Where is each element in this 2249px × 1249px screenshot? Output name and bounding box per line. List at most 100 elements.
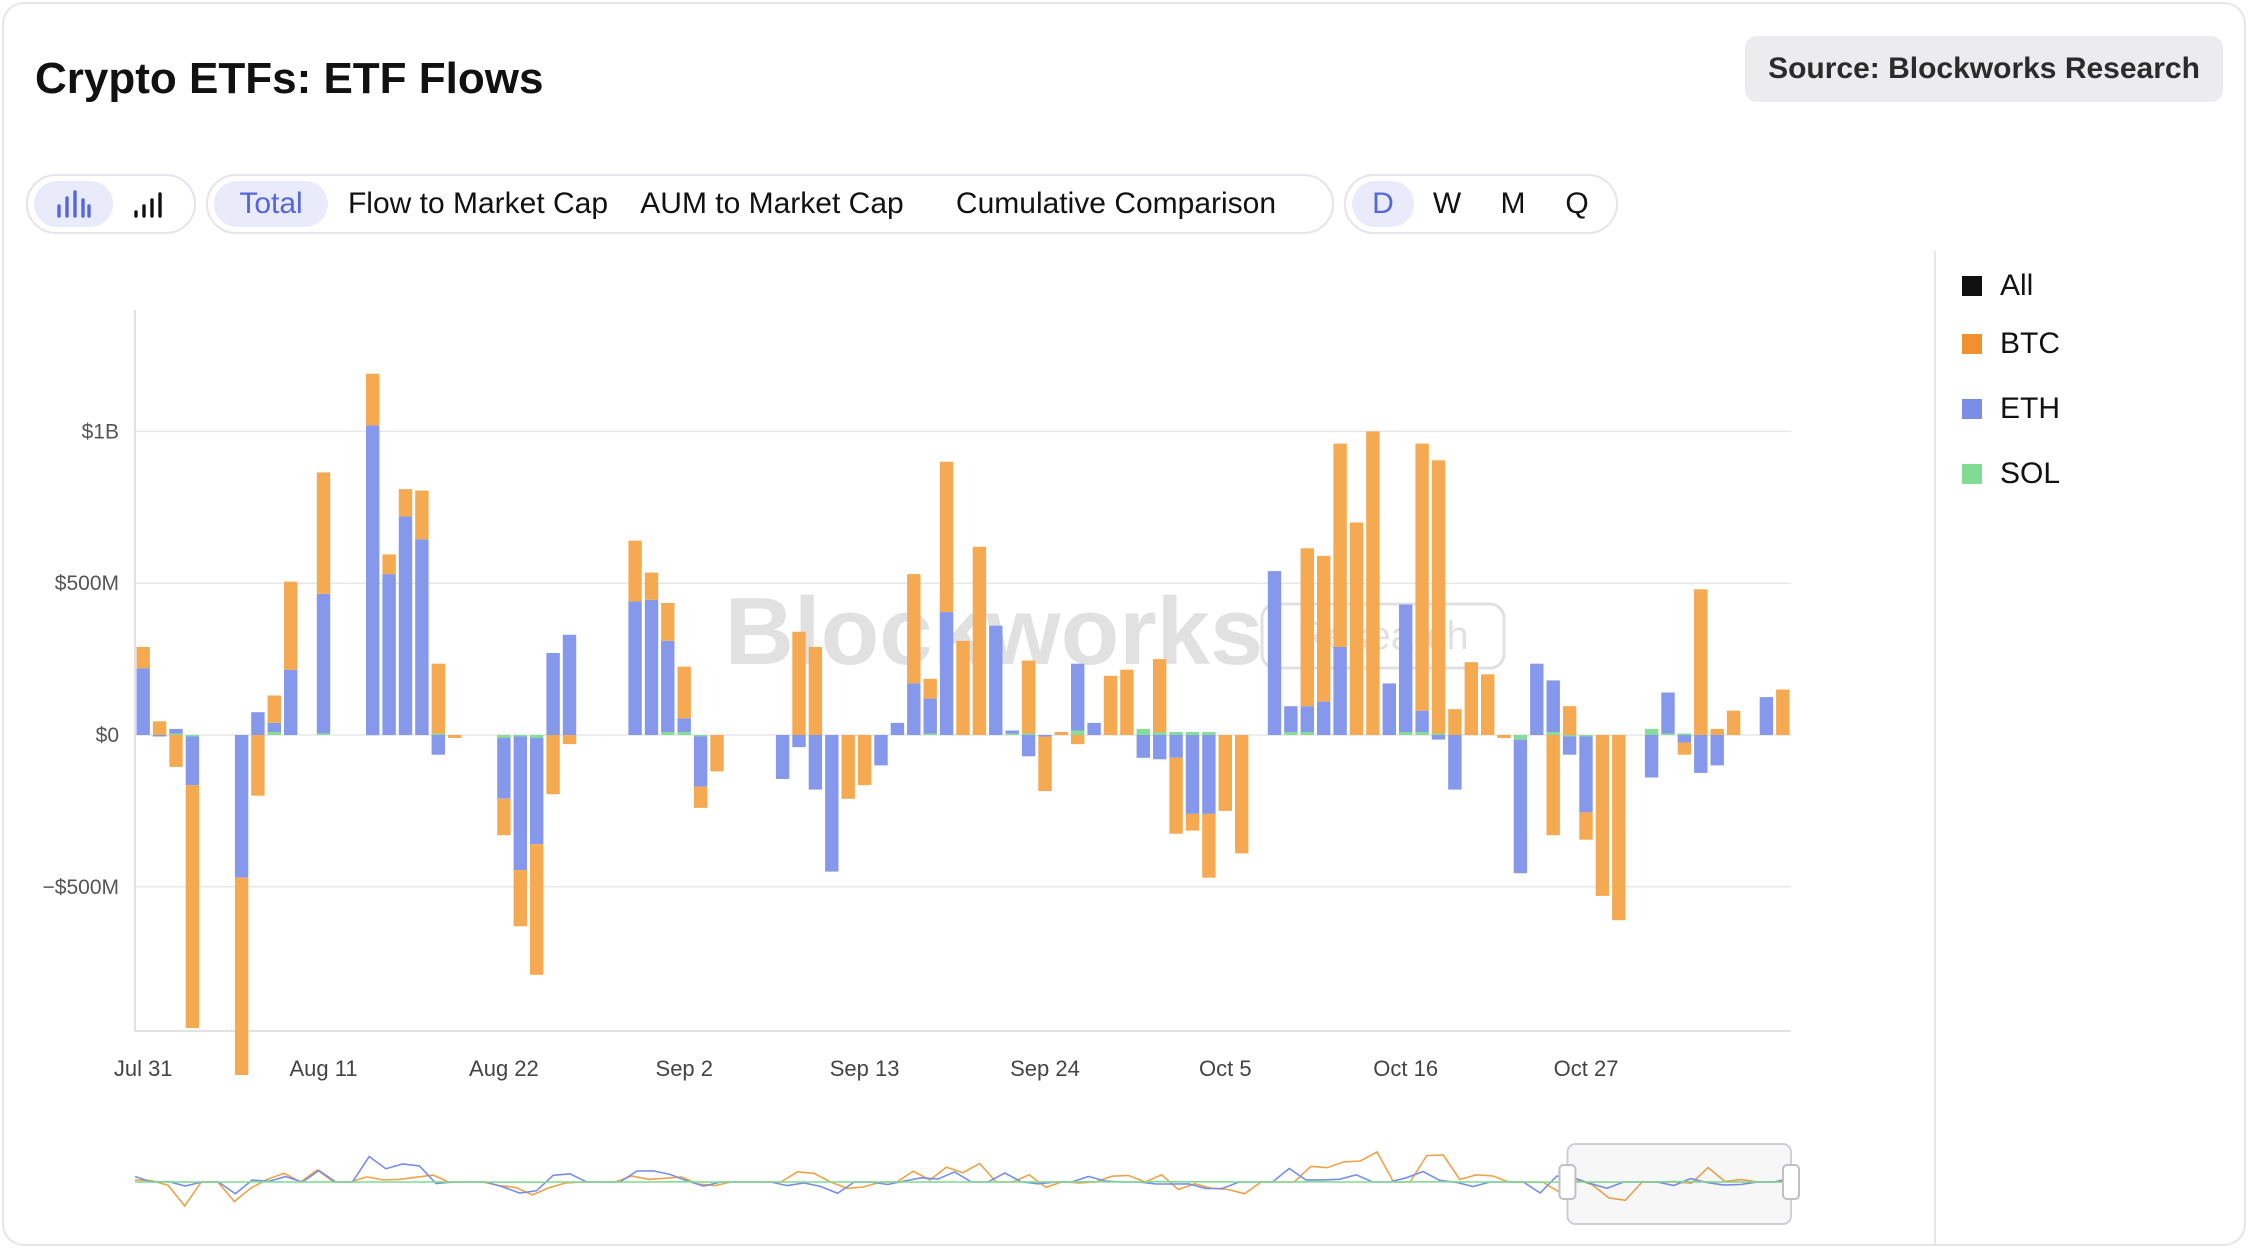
legend-item-eth[interactable]: ETH <box>1962 392 2060 426</box>
bar-btc[interactable] <box>1415 443 1429 711</box>
bar-eth[interactable] <box>1513 739 1528 874</box>
bar-eth[interactable] <box>1333 647 1347 735</box>
bar-btc[interactable] <box>972 546 987 735</box>
bar-btc[interactable] <box>530 844 544 975</box>
bar-btc[interactable] <box>546 735 560 795</box>
bar-eth[interactable] <box>1562 736 1577 755</box>
bar-eth[interactable] <box>497 738 511 799</box>
bar-eth[interactable] <box>890 722 905 735</box>
bar-sol[interactable] <box>530 735 544 738</box>
bar-btc[interactable] <box>136 647 150 669</box>
bar-btc[interactable] <box>1710 728 1724 735</box>
bar-btc[interactable] <box>1562 706 1577 735</box>
bar-eth[interactable] <box>1153 735 1167 760</box>
bar-eth[interactable] <box>1677 735 1692 743</box>
bar-sol[interactable] <box>1071 730 1085 736</box>
bar-sol[interactable] <box>1562 735 1577 737</box>
bar-eth[interactable] <box>234 735 249 878</box>
bar-eth[interactable] <box>1579 736 1593 813</box>
legend-item-all[interactable]: All <box>1962 269 2033 303</box>
bar-btc[interactable] <box>382 554 396 575</box>
bar-btc[interactable] <box>1776 689 1790 736</box>
bar-eth[interactable] <box>661 640 675 732</box>
bar-eth[interactable] <box>1382 683 1396 735</box>
bar-eth[interactable] <box>1317 701 1331 735</box>
bar-btc[interactable] <box>956 640 970 735</box>
bar-eth[interactable] <box>1448 735 1462 790</box>
bar-eth[interactable] <box>1546 680 1560 732</box>
bar-btc[interactable] <box>1333 443 1347 647</box>
bar-btc[interactable] <box>1595 735 1610 896</box>
bar-sol[interactable] <box>661 732 675 735</box>
bar-eth[interactable] <box>251 712 265 735</box>
bar-btc[interactable] <box>644 572 659 600</box>
bar-eth[interactable] <box>1087 722 1101 735</box>
bar-eth[interactable] <box>185 736 200 786</box>
bar-btc[interactable] <box>1021 660 1036 734</box>
bar-sol[interactable] <box>677 732 691 735</box>
bar-sol[interactable] <box>169 733 183 736</box>
bar-sol[interactable] <box>1153 732 1167 735</box>
bar-sol[interactable] <box>1661 733 1675 736</box>
bar-sol[interactable] <box>1399 732 1413 735</box>
bar-btc[interactable] <box>792 631 806 735</box>
signal-bars-button[interactable] <box>113 181 188 227</box>
bar-eth[interactable] <box>431 735 445 755</box>
bar-sol[interactable] <box>1546 732 1560 735</box>
bar-eth[interactable] <box>284 669 298 735</box>
period-d[interactable]: D <box>1352 181 1414 227</box>
bar-eth[interactable] <box>169 728 183 734</box>
bar-eth[interactable] <box>1071 663 1085 731</box>
bar-btc[interactable] <box>677 666 691 719</box>
navigator-handle-right[interactable] <box>1782 1164 1800 1200</box>
bar-btc[interactable] <box>562 735 577 745</box>
bar-btc[interactable] <box>1120 669 1134 735</box>
bar-btc[interactable] <box>1349 522 1364 736</box>
bar-eth[interactable] <box>1399 604 1413 733</box>
bar-sol[interactable] <box>185 735 200 737</box>
bar-sol[interactable] <box>1136 728 1150 735</box>
tab-cumulative-comparison[interactable]: Cumulative Comparison <box>955 187 1277 220</box>
bar-btc[interactable] <box>923 678 937 699</box>
navigator-handle-left[interactable] <box>1558 1164 1577 1200</box>
bar-eth[interactable] <box>1431 735 1446 740</box>
bar-btc[interactable] <box>234 877 249 1075</box>
bar-chart-button[interactable] <box>34 181 113 227</box>
tab-aum-to-market-cap[interactable]: AUM to Market Cap <box>640 187 904 220</box>
bar-btc[interactable] <box>316 472 331 594</box>
bar-eth[interactable] <box>1415 710 1429 732</box>
bar-sol[interactable] <box>1677 733 1692 736</box>
bar-eth[interactable] <box>1005 730 1019 734</box>
bar-eth[interactable] <box>1759 697 1774 735</box>
bar-eth[interactable] <box>923 698 937 734</box>
bar-btc[interactable] <box>1153 659 1167 732</box>
bar-sol[interactable] <box>1005 733 1019 736</box>
bar-sol[interactable] <box>513 735 527 737</box>
bar-btc[interactable] <box>1497 735 1511 738</box>
bar-eth[interactable] <box>513 736 527 871</box>
legend-item-btc[interactable]: BTC <box>1962 327 2060 361</box>
bar-eth[interactable] <box>1644 735 1659 778</box>
bar-btc[interactable] <box>448 735 462 738</box>
bar-eth[interactable] <box>1694 735 1708 773</box>
bar-btc[interactable] <box>710 735 724 772</box>
bar-btc[interactable] <box>1185 813 1200 831</box>
bar-btc[interactable] <box>808 647 823 735</box>
bar-eth[interactable] <box>136 668 150 735</box>
bar-btc[interactable] <box>857 735 872 786</box>
bar-eth[interactable] <box>1202 735 1216 814</box>
bar-btc[interactable] <box>415 490 429 540</box>
bar-eth[interactable] <box>382 574 396 735</box>
bar-eth[interactable] <box>415 539 429 735</box>
bar-eth[interactable] <box>562 634 577 735</box>
bar-eth[interactable] <box>628 601 642 735</box>
bar-btc[interactable] <box>431 663 445 734</box>
bar-sol[interactable] <box>316 733 331 736</box>
bar-eth[interactable] <box>316 593 331 734</box>
bar-sol[interactable] <box>1579 735 1593 737</box>
bar-eth[interactable] <box>1021 735 1036 757</box>
bar-btc[interactable] <box>185 785 200 1028</box>
bar-btc[interactable] <box>1448 709 1462 735</box>
bar-btc[interactable] <box>152 721 167 735</box>
bar-btc[interactable] <box>1218 735 1232 811</box>
